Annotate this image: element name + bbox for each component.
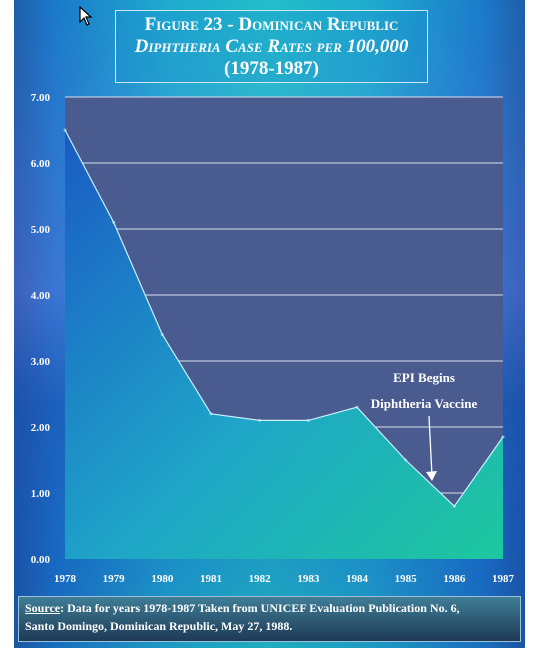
y-tick-label: 3.00 xyxy=(31,356,51,368)
data-point xyxy=(258,418,262,422)
data-point xyxy=(306,418,310,422)
data-point xyxy=(452,504,456,508)
x-tick-label: 1984 xyxy=(346,573,369,585)
data-point xyxy=(209,412,213,416)
x-tick-label: 1981 xyxy=(200,573,222,585)
y-tick-label: 1.00 xyxy=(31,488,51,500)
series-area xyxy=(65,130,503,559)
x-tick-label: 1987 xyxy=(492,573,515,585)
source-note: Source: Data for years 1978-1987 Taken f… xyxy=(18,596,521,642)
y-tick-label: 7.00 xyxy=(31,92,51,104)
annotation-line-2: Diphtheria Vaccine xyxy=(371,396,478,411)
data-point xyxy=(501,435,505,439)
y-tick-label: 4.00 xyxy=(31,290,51,302)
series-line xyxy=(64,129,504,508)
x-tick-label: 1979 xyxy=(103,573,126,585)
data-point xyxy=(63,128,67,132)
x-tick-label: 1985 xyxy=(395,573,418,585)
y-tick-label: 5.00 xyxy=(31,224,51,236)
y-tick-label: 0.00 xyxy=(31,554,51,566)
data-point xyxy=(355,405,359,409)
title-line-1: Figure 23 - Dominican Republic xyxy=(144,14,399,35)
slide: Figure 23 - Dominican Republic Diphtheri… xyxy=(14,0,525,648)
title-line-3: (1978-1987) xyxy=(224,58,319,79)
x-tick-label: 1978 xyxy=(54,573,77,585)
source-text: : Data for years 1978-1987 Taken from UN… xyxy=(60,601,460,615)
data-point xyxy=(404,458,408,462)
data-point xyxy=(160,333,164,337)
source-text-2: Santo Domingo, Dominican Republic, May 2… xyxy=(25,619,293,633)
x-tick-label: 1986 xyxy=(443,573,466,585)
data-point xyxy=(112,220,116,224)
area-chart: 0.00 1.00 2.00 3.00 4.00 5.00 6.00 7.00 1978 1979… xyxy=(31,92,515,585)
source-label: Source xyxy=(25,601,61,615)
y-tick-label: 6.00 xyxy=(31,158,51,170)
x-tick-label: 1982 xyxy=(249,573,272,585)
arrow-cursor-icon xyxy=(79,6,93,26)
y-tick-label: 2.00 xyxy=(31,422,51,434)
annotation-line-1: EPI Begins xyxy=(393,370,455,385)
chart-title: Figure 23 - Dominican Republic Diphtheri… xyxy=(115,10,428,83)
annotation-arrow-head xyxy=(426,471,437,481)
title-line-2: Diphtheria Case Rates per 100,000 xyxy=(134,36,409,57)
annotation-arrow-line xyxy=(428,415,433,477)
x-tick-label: 1983 xyxy=(297,573,320,585)
x-tick-label: 1980 xyxy=(151,573,174,585)
